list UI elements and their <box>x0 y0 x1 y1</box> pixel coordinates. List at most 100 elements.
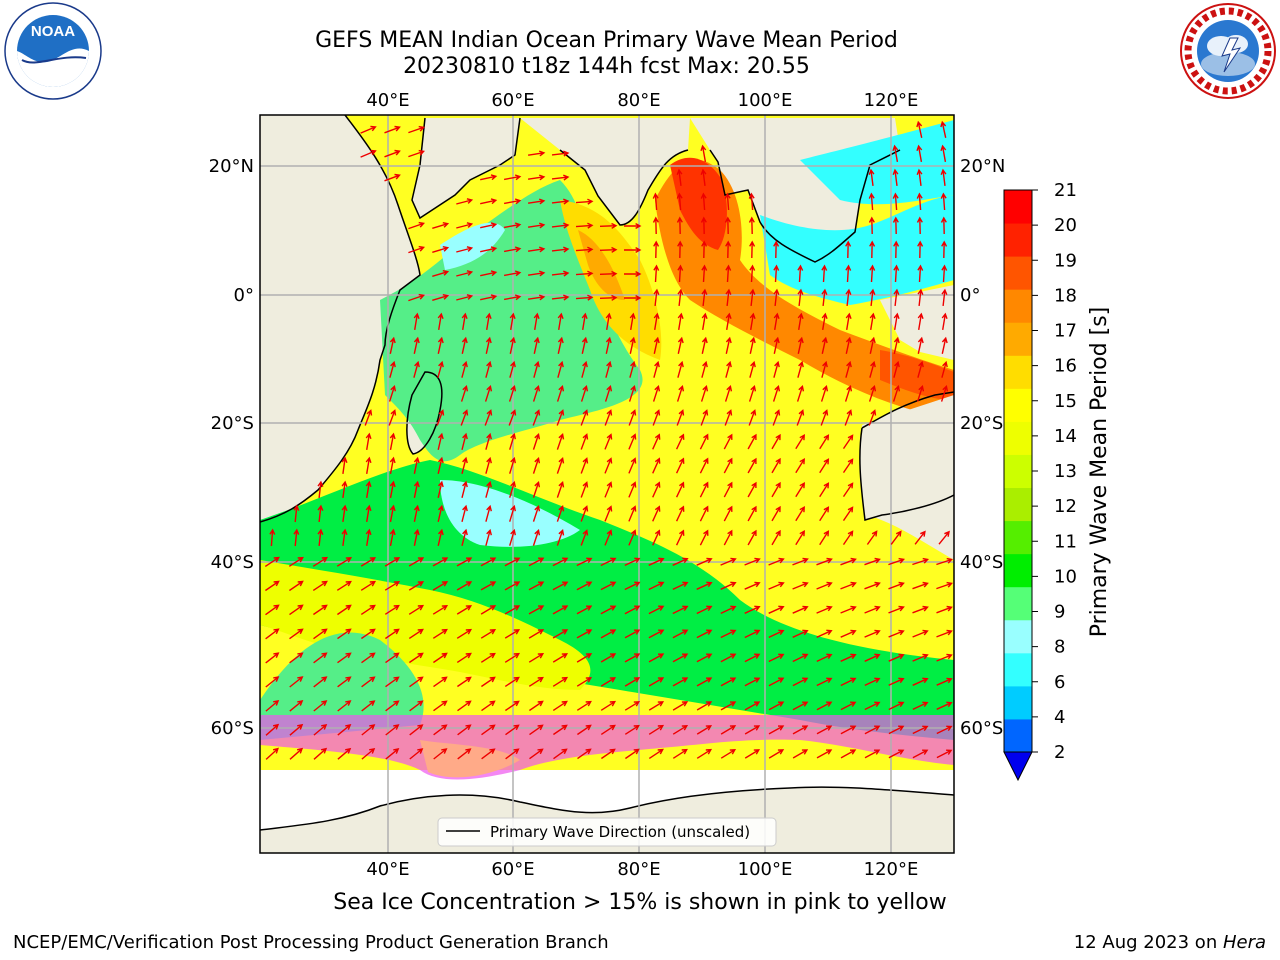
wave-arrow <box>337 652 352 664</box>
wave-arrow <box>485 504 492 522</box>
wave-arrow <box>892 192 899 211</box>
wave-arrow <box>527 198 546 205</box>
region-green-southwest <box>260 632 424 740</box>
wave-arrow <box>653 312 660 331</box>
lon-tick-top: 100°E <box>738 90 793 111</box>
wave-arrow <box>720 725 737 735</box>
wave-arrow <box>580 433 589 450</box>
wave-arrow <box>480 581 497 591</box>
wave-arrow <box>503 294 522 301</box>
wave-arrow <box>912 605 929 614</box>
wave-arrow <box>580 457 589 474</box>
wave-arrow <box>389 432 396 451</box>
wave-arrow <box>700 409 709 426</box>
wave-arrow <box>456 581 473 591</box>
wave-arrow <box>624 701 641 711</box>
wave-arrow <box>505 700 520 712</box>
wave-arrow <box>361 628 376 640</box>
wave-arrow <box>604 481 613 498</box>
wave-arrow <box>819 458 830 474</box>
wave-arrow <box>744 677 761 687</box>
wave-arrow <box>528 605 545 615</box>
wave-arrow <box>413 528 420 546</box>
wave-arrow <box>725 264 732 283</box>
region-cyan-south <box>440 480 580 547</box>
wave-arrow <box>890 530 902 545</box>
wave-arrow <box>365 480 372 499</box>
wave-arrow <box>437 336 444 354</box>
wave-arrow <box>676 385 685 402</box>
wave-arrow <box>773 264 780 283</box>
wave-arrow <box>749 336 756 354</box>
wave-direction-arrows <box>264 120 953 760</box>
wave-arrow <box>844 409 853 426</box>
colorbar-segment <box>1004 619 1032 654</box>
wave-arrow <box>845 312 852 331</box>
wave-arrow <box>509 504 516 522</box>
wave-arrow <box>720 677 737 687</box>
colorbar-tick-label: 8 <box>1054 637 1065 658</box>
wave-arrow <box>723 529 733 546</box>
wave-arrow <box>289 699 304 712</box>
wave-arrow <box>701 264 708 283</box>
wave-arrow <box>433 724 448 736</box>
wave-arrow <box>797 288 804 306</box>
colorbar-tick-label: 19 <box>1054 250 1077 271</box>
wave-arrow <box>481 700 496 712</box>
wave-arrow <box>485 528 492 546</box>
plot-area <box>260 115 954 853</box>
wave-arrow <box>408 604 425 615</box>
wave-arrow <box>724 192 731 211</box>
wave-arrow <box>888 653 905 662</box>
wave-arrow <box>816 605 833 614</box>
wave-arrow <box>437 480 444 498</box>
wave-arrow <box>289 628 304 640</box>
wave-arrow <box>624 581 641 591</box>
wave-arrow <box>533 336 540 354</box>
colorbar-segment <box>1004 289 1032 323</box>
wave-arrow <box>432 581 449 591</box>
wave-arrow <box>869 288 876 306</box>
wave-arrow <box>361 700 376 712</box>
wave-arrow <box>699 457 709 474</box>
wave-arrow <box>648 724 665 735</box>
wave-arrow <box>768 749 785 759</box>
wave-arrow <box>552 557 569 567</box>
wave-arrow <box>723 457 733 474</box>
wave-arrow <box>604 529 613 546</box>
wave-arrow <box>676 216 683 235</box>
colorbar-segment <box>1004 388 1032 422</box>
wave-arrow <box>747 505 757 522</box>
wave-arrow <box>768 701 785 711</box>
wave-arrow <box>699 481 709 498</box>
wave-arrow <box>481 748 496 760</box>
wave-arrow <box>509 480 516 498</box>
colorbar-tick-label: 10 <box>1054 566 1077 587</box>
wave-arrow <box>772 409 781 426</box>
wave-arrow <box>773 240 780 259</box>
wave-arrow <box>509 456 516 474</box>
wave-arrow <box>816 629 833 638</box>
wave-arrow <box>696 701 713 711</box>
wave-arrow <box>720 653 737 663</box>
wave-arrow <box>792 701 809 711</box>
wave-arrow <box>532 529 541 546</box>
wave-arrow <box>556 529 565 546</box>
wave-arrow <box>723 481 733 498</box>
wave-arrow <box>532 457 541 474</box>
wave-arrow <box>265 723 280 736</box>
wave-arrow <box>461 312 468 331</box>
wave-arrow <box>289 747 304 760</box>
wave-arrow <box>725 360 732 378</box>
wave-arrow <box>456 222 474 229</box>
wave-arrow <box>653 240 660 259</box>
wave-arrow <box>480 270 498 277</box>
wave-arrow <box>892 144 899 163</box>
wave-arrow <box>385 700 400 712</box>
wave-arrow <box>816 725 833 735</box>
wave-arrow <box>864 653 881 662</box>
wave-arrow <box>699 433 709 450</box>
wave-arrow <box>509 528 516 546</box>
australia-land-overlay <box>861 395 954 560</box>
wave-arrow <box>912 749 929 759</box>
